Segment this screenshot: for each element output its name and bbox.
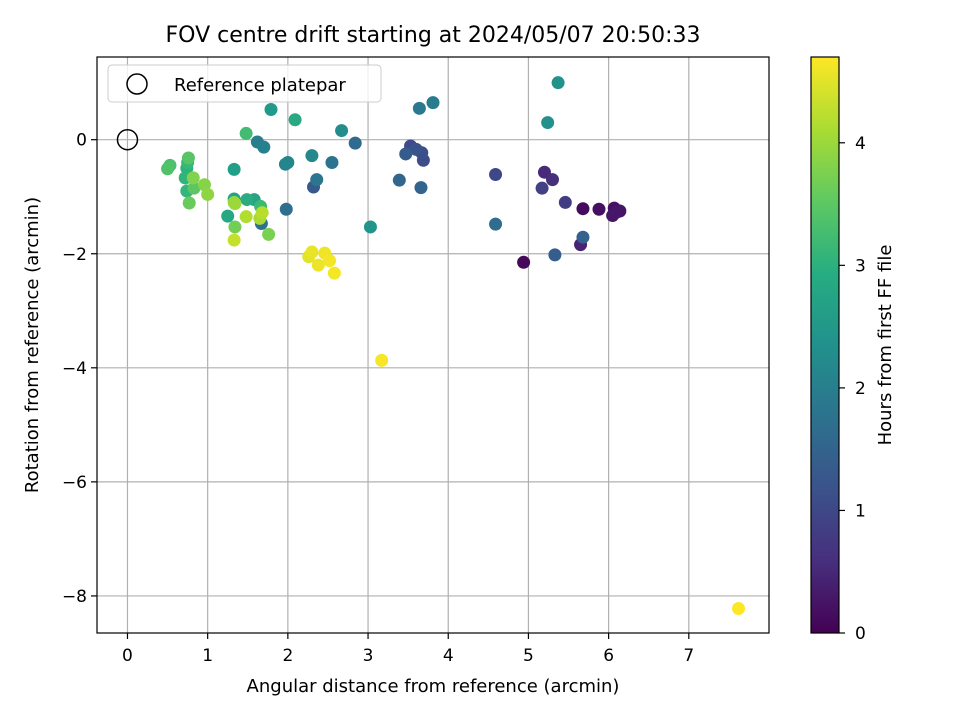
data-point xyxy=(257,140,271,154)
data-point xyxy=(545,173,559,187)
data-point xyxy=(551,76,565,90)
data-point xyxy=(187,181,201,195)
data-point xyxy=(181,151,195,165)
x-tick-label: 3 xyxy=(363,646,374,666)
data-point xyxy=(228,220,242,234)
chart-title: FOV centre drift starting at 2024/05/07 … xyxy=(166,23,701,48)
data-point xyxy=(392,173,406,187)
reference-point xyxy=(116,128,139,151)
x-tick-label: 4 xyxy=(443,646,454,666)
data-point xyxy=(610,205,624,219)
data-point xyxy=(548,248,562,262)
x-tick-label: 0 xyxy=(122,646,133,666)
data-point xyxy=(489,167,503,181)
data-point xyxy=(323,254,337,268)
x-tick-label: 2 xyxy=(282,646,293,666)
data-point xyxy=(182,196,196,210)
legend-marker xyxy=(126,73,148,95)
colorbar-tick-label: 0 xyxy=(855,624,866,644)
y-tick-label: −8 xyxy=(62,587,87,607)
data-point xyxy=(239,210,253,224)
data-point xyxy=(310,173,324,187)
y-tick-label: −4 xyxy=(62,359,87,379)
data-point xyxy=(201,187,215,201)
data-point xyxy=(311,258,325,272)
grid-lines xyxy=(97,57,769,633)
data-point xyxy=(414,181,428,195)
data-point xyxy=(335,124,349,138)
data-point xyxy=(558,195,572,209)
data-point xyxy=(348,136,362,150)
data-point xyxy=(327,266,341,280)
data-point xyxy=(541,116,555,130)
colorbar: 0 1 2 3 4 xyxy=(810,56,866,644)
data-point xyxy=(262,227,276,241)
data-point xyxy=(221,209,235,223)
data-point xyxy=(375,353,389,367)
data-point xyxy=(227,162,241,176)
data-point xyxy=(399,147,413,161)
y-tick-label: −6 xyxy=(62,473,87,493)
data-point xyxy=(186,171,200,185)
data-point xyxy=(517,255,531,269)
data-point xyxy=(305,149,319,163)
data-point xyxy=(255,206,269,220)
colorbar-tick-label: 2 xyxy=(855,379,866,399)
data-point xyxy=(592,202,606,216)
colorbar-tick-label: 1 xyxy=(855,501,866,521)
data-point xyxy=(228,197,242,211)
data-point xyxy=(426,96,440,110)
data-point xyxy=(409,142,423,156)
colorbar-tick-label: 4 xyxy=(855,134,866,154)
data-point xyxy=(264,102,278,116)
colorbar-tick-label: 3 xyxy=(855,256,866,276)
plot-frame xyxy=(96,56,770,634)
axes: 0 1 2 3 4 5 6 7 0 −2 −4 −6 −8 xyxy=(62,56,770,666)
data-point xyxy=(535,181,549,195)
data-point xyxy=(281,156,295,170)
data-point xyxy=(363,220,377,234)
legend: Reference platepar xyxy=(107,64,382,103)
legend-box xyxy=(107,64,382,103)
y-axis-label: Rotation from reference (arcmin) xyxy=(22,197,43,493)
x-tick-label: 5 xyxy=(523,646,534,666)
colorbar-gradient xyxy=(810,56,840,634)
colorbar-label: Hours from first FF file xyxy=(875,245,896,446)
data-point xyxy=(576,202,590,216)
data-point xyxy=(161,162,175,176)
data-point xyxy=(227,233,241,247)
data-point xyxy=(239,126,253,140)
x-tick-label: 7 xyxy=(683,646,694,666)
y-tick-label: 0 xyxy=(76,131,87,151)
data-point xyxy=(412,101,426,115)
y-tick-label: −2 xyxy=(62,245,87,265)
data-point xyxy=(732,601,746,615)
x-axis-label: Angular distance from reference (arcmin) xyxy=(247,676,620,697)
data-point xyxy=(489,217,503,231)
data-point xyxy=(325,156,339,170)
data-point xyxy=(576,230,590,244)
x-tick-label: 1 xyxy=(202,646,213,666)
data-point xyxy=(279,202,293,216)
data-point xyxy=(288,113,302,127)
x-tick-label: 6 xyxy=(603,646,614,666)
data-point xyxy=(305,245,319,259)
legend-label: Reference platepar xyxy=(174,75,346,96)
data-point xyxy=(240,193,254,207)
data-points xyxy=(116,76,746,615)
